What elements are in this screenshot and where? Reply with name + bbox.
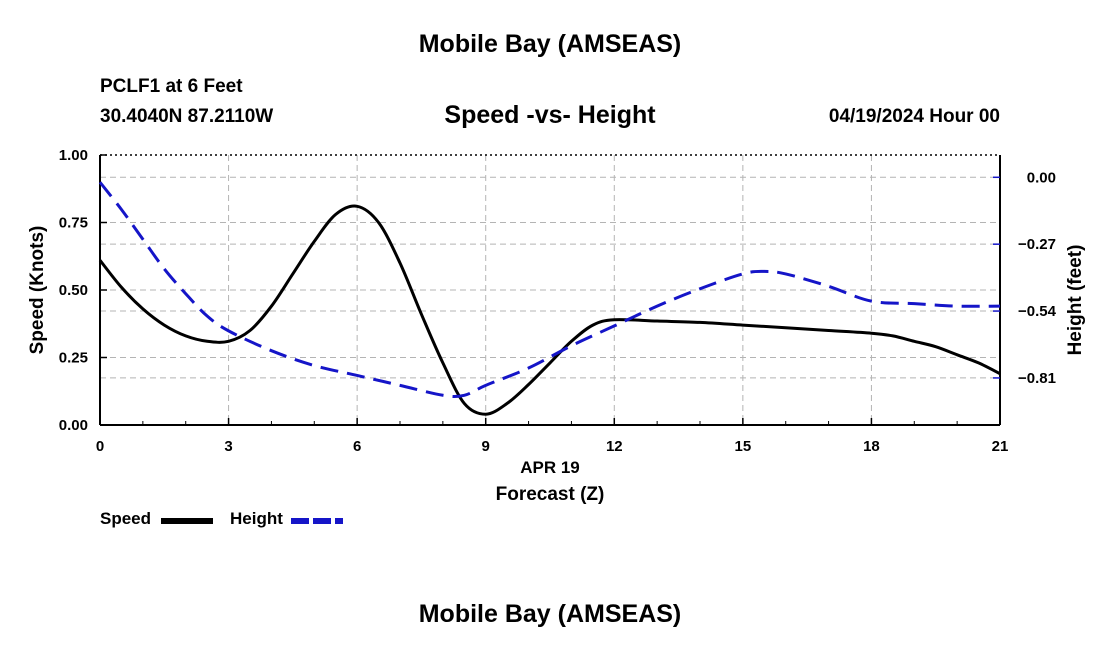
x-tick-label: 3 [224,438,232,455]
y-tick-label: 0.00 [59,417,88,434]
grid-layer [100,155,1000,425]
x-tick-label: 9 [482,438,490,455]
y-tick-label: 0.50 [59,282,88,299]
series-height-line [98,181,1001,399]
legend-speed-swatch [161,518,213,524]
y-tick-label: 0.75 [59,215,88,232]
y2-tick-label: −0.81 [1018,370,1056,387]
x-tick-label: 0 [96,438,104,455]
series-speed-line [98,204,1001,416]
x-axis-title: Forecast (Z) [496,484,605,505]
chart-title: Mobile Bay (AMSEAS) [418,30,682,58]
legend-height-label: Height [230,509,283,528]
station-label: PCLF1 at 6 Feet [100,76,243,97]
y-tick-label: 0.25 [59,350,88,367]
x-tick-label: 18 [863,438,880,455]
legend-height-swatch [291,518,343,524]
x-tick-label: 21 [992,438,1009,455]
y2-axis-title: Height (feet) [1065,245,1086,356]
labels-layer: 0 3 6 9 12 15 18 21 0.00 0.25 0.50 0.75 1.00 0.00 −0.2… [27,147,1086,505]
y2-tick-label: −0.27 [1018,236,1056,253]
y-axis-title: Speed (Knots) [27,226,48,355]
x-tick-label: 15 [735,438,752,455]
x-tick-label: 12 [606,438,623,455]
x-axis-sublabel: APR 19 [520,458,580,477]
legend-speed-label: Speed [100,509,152,528]
y-tick-label: 1.00 [59,147,88,164]
chart-subtitle: Speed -vs- Height [444,101,656,129]
footer-title: Mobile Bay (AMSEAS) [418,600,682,628]
axes-layer [99,154,1001,426]
station-coordinates: 30.4040N 87.2110W [100,106,274,127]
y2-tick-label: 0.00 [1027,169,1056,186]
y2-tick-label: −0.54 [1018,303,1057,320]
series-layer [98,181,1001,416]
forecast-datetime: 04/19/2024 Hour 00 [828,106,1000,127]
x-tick-label: 6 [353,438,361,455]
